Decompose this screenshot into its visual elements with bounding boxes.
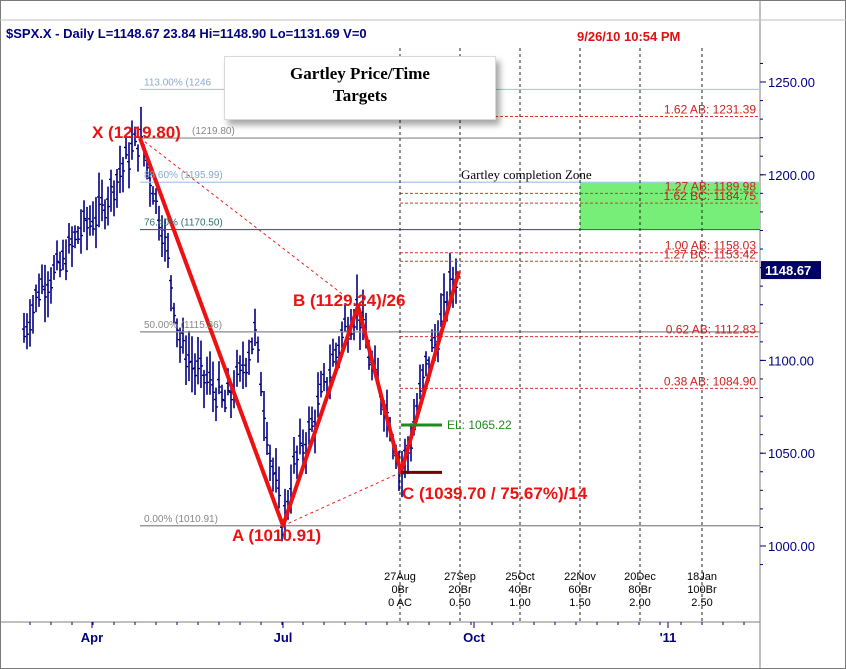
level-lines	[140, 48, 760, 622]
time-target-date: 18Jan	[687, 571, 717, 583]
title-box: Gartley Price/Time Targets	[224, 56, 496, 120]
pattern-point-label: X (1219.80)	[92, 123, 181, 142]
completion-zone	[580, 182, 760, 230]
target-label: 1.00 AB: 1158.03	[665, 239, 757, 253]
time-target-bars: 60Br	[568, 584, 592, 596]
time-target-bars: 80Br	[628, 584, 652, 596]
gartley-pattern	[138, 137, 461, 528]
y-tick-label: 1250.00	[768, 75, 815, 90]
target-label: 1.27 BC: 1153.42	[663, 247, 756, 261]
bottom-axis-strip	[1, 622, 845, 668]
time-target-bars: 40Br	[508, 584, 532, 596]
time-target-bars: 0Br	[391, 584, 408, 596]
target-label: 0.62 AB: 1112.83	[666, 323, 757, 337]
x-tick-label: Jul	[274, 630, 293, 645]
title-line-2: Targets	[332, 86, 388, 105]
time-target-ratio: 2.50	[691, 597, 712, 609]
x-tick-label: Oct	[463, 630, 485, 645]
target-label: 1.62 BC: 1184.75	[663, 189, 756, 203]
time-target-date: 20Dec	[624, 571, 656, 583]
y-tick-label: 1050.00	[768, 446, 815, 461]
fib-label: 88.60% (1195.99)	[144, 170, 223, 181]
x-tick-label: Apr	[81, 630, 103, 645]
time-target-ratio: 1.50	[569, 597, 590, 609]
target-label: 1.62 AB: 1231.39	[664, 103, 756, 117]
pattern-legs	[138, 137, 461, 528]
time-target-date: 25Oct	[505, 571, 534, 583]
target-label: 1.27 AB: 1189.98	[665, 179, 757, 193]
completion-zone-label: Gartley completion Zone	[461, 167, 592, 182]
xb-dashed-line	[139, 137, 359, 307]
time-target-ratio: 0.50	[449, 597, 470, 609]
fib-label: 113.00% (1246	[144, 77, 212, 88]
y-tick-label: 1000.00	[768, 539, 815, 554]
x-tick-label: '11	[660, 630, 677, 645]
time-target-ratio: 0 AC	[388, 597, 412, 609]
pattern-point-label: A (1010.91)	[232, 526, 321, 545]
entry-level-label: EL: 1065.22	[447, 418, 512, 432]
last-price-tag	[761, 261, 821, 280]
pattern-point-label: C (1039.70 / 75.67%)/14	[402, 484, 588, 503]
symbol-header: $SPX.X - Daily L=1148.67 23.84 Hi=1148.9…	[6, 26, 367, 41]
target-label: 0.38 AB: 1084.90	[664, 374, 756, 388]
y-tick-label: 1100.00	[768, 353, 814, 368]
time-target-date: 27Sep	[444, 571, 476, 583]
fib-label: (1219.80)	[192, 126, 235, 137]
last-price-label: 1148.67	[765, 263, 811, 278]
time-target-date: 27Aug	[384, 571, 416, 583]
time-target-ratio: 2.00	[629, 597, 650, 609]
title-line-1: Gartley Price/Time	[290, 64, 430, 83]
pattern-point-label: B (1129.24)/26	[293, 291, 405, 310]
time-target-date: 22Nov	[564, 571, 596, 583]
fib-label: 50.00% (1115.36)	[144, 320, 222, 331]
time-target-bars: 20Br	[448, 584, 472, 596]
timestamp: 9/26/10 10:54 PM	[577, 29, 680, 44]
y-tick-label: 1200.00	[768, 168, 815, 183]
time-target-bars: 100Br	[687, 584, 717, 596]
fib-label: 0.00% (1010.91)	[144, 514, 218, 525]
time-target-ratio: 1.00	[509, 597, 530, 609]
fib-label: 76.40% (1170.50)	[144, 218, 223, 229]
chart-labels: Gartley completion Zone 113.00% (1246 (121…	[29, 62, 821, 645]
